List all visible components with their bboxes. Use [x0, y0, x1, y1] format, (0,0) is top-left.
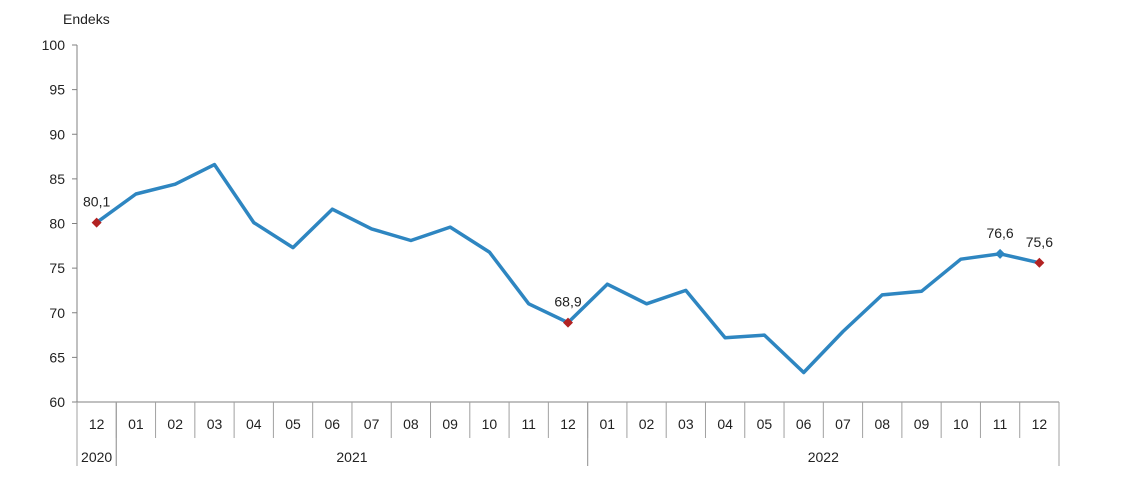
x-tick-label: 03: [207, 416, 223, 432]
year-label: 2020: [81, 449, 112, 465]
data-label: 68,9: [554, 294, 581, 310]
y-axis-title: Endeks: [63, 11, 110, 27]
data-point-marker: [91, 217, 102, 228]
x-tick-label: 06: [796, 416, 812, 432]
data-point-marker: [995, 248, 1006, 259]
y-tick-label: 70: [49, 305, 65, 321]
y-tick-label: 65: [49, 349, 65, 365]
year-label: 2022: [808, 449, 839, 465]
x-tick-labels: 12 01 02 03 04 05 06 07 08 09 10 11 12 01 02 03 04 05 06 07…: [89, 416, 1048, 432]
series-line: [95, 162, 1040, 375]
data-point-marker: [1034, 257, 1045, 268]
x-tick-label: 05: [757, 416, 773, 432]
x-tick-label: 06: [325, 416, 341, 432]
y-tick-labels: 60 65 70 75 80 85 90 95 100: [42, 37, 66, 410]
y-tick-label: 85: [49, 171, 65, 187]
x-tick-label: 04: [717, 416, 733, 432]
x-tick-label: 11: [521, 416, 536, 432]
x-tick-label: 01: [128, 416, 144, 432]
series-layer: [95, 162, 1040, 375]
x-tick-label: 12: [89, 416, 105, 432]
data-label: 76,6: [986, 225, 1013, 241]
y-tick-label: 80: [49, 216, 65, 232]
x-tick-label: 02: [639, 416, 655, 432]
x-tick-label: 04: [246, 416, 262, 432]
x-tick-label: 08: [403, 416, 419, 432]
axes: [72, 44, 1060, 466]
x-tick-label: 09: [914, 416, 930, 432]
x-tick-label: 03: [678, 416, 694, 432]
x-tick-label: 08: [874, 416, 890, 432]
x-tick-label: 07: [364, 416, 380, 432]
data-label: 80,1: [83, 194, 110, 210]
x-tick-label: 05: [285, 416, 301, 432]
x-tick-label: 09: [442, 416, 458, 432]
y-tick-label: 95: [49, 82, 65, 98]
data-label: 75,6: [1026, 234, 1053, 250]
x-tick-label: 12: [560, 416, 576, 432]
data-point-marker: [563, 317, 573, 328]
y-tick-label: 100: [42, 37, 66, 53]
y-tick-label: 90: [49, 126, 65, 142]
x-tick-label: 10: [953, 416, 969, 432]
x-tick-label: 10: [482, 416, 498, 432]
x-tick-label: 12: [1032, 416, 1048, 432]
x-tick-label: 02: [167, 416, 183, 432]
year-label: 2021: [336, 449, 367, 465]
year-labels: 2020 2021 2022: [81, 449, 839, 465]
y-tick-label: 75: [49, 260, 65, 276]
highlight-markers: [91, 217, 1045, 328]
x-tick-label: 01: [599, 416, 615, 432]
y-tick-label: 60: [49, 394, 65, 410]
x-tick-label: 11: [993, 416, 1008, 432]
data-labels: 80,1 68,9 76,6 75,6: [83, 194, 1053, 310]
x-tick-label: 07: [835, 416, 851, 432]
